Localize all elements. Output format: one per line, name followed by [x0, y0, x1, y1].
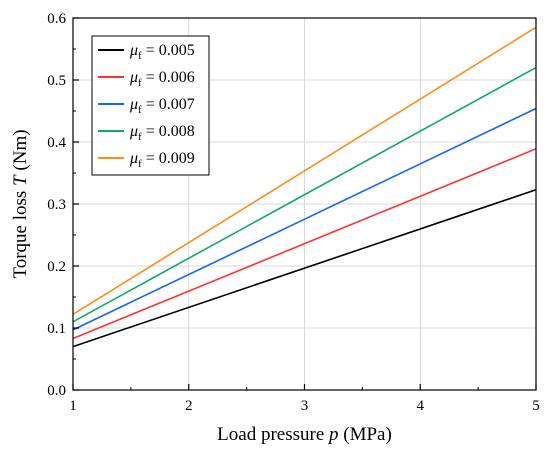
- y-tick-label: 0.0: [47, 383, 66, 399]
- legend-label-2: μf = 0.006: [129, 69, 195, 89]
- legend-value: = 0.009: [142, 150, 195, 167]
- y-tick-label: 0.5: [47, 73, 66, 89]
- legend-label-5: μf = 0.009: [129, 150, 195, 170]
- legend-subscript: f: [138, 104, 142, 116]
- tick-labels: 1 2 3 4 5 0.0 0.1 0.2 0.3 0.4 0.5 0.6: [47, 11, 540, 414]
- legend-subscript: f: [138, 131, 142, 143]
- series-line-4: [72, 66, 537, 323]
- series-line-5: [72, 26, 537, 316]
- axis-ticks: [72, 17, 537, 391]
- x-tick-label: 2: [185, 398, 193, 414]
- legend-box: [91, 35, 210, 176]
- series-line-1: [72, 188, 537, 348]
- series-lines: [72, 26, 537, 348]
- legend-value: = 0.007: [142, 96, 195, 113]
- legend-label-3: μf = 0.007: [129, 96, 195, 116]
- legend-value: = 0.006: [142, 69, 195, 86]
- x-tick-label: 1: [69, 398, 77, 414]
- legend-symbol: μ: [129, 42, 138, 59]
- legend-value: = 0.005: [142, 42, 195, 59]
- legend-subscript: f: [138, 77, 142, 89]
- legend-symbol: μ: [129, 150, 138, 167]
- y-axis-label: Torque loss T (Nm): [10, 129, 31, 278]
- y-tick-label: 0.2: [47, 259, 66, 275]
- y-tick-label: 0.6: [47, 11, 66, 27]
- y-tick-label: 0.4: [47, 135, 66, 151]
- legend-symbol: μ: [129, 69, 138, 86]
- series-line-2: [72, 148, 537, 340]
- x-tick-label: 5: [532, 398, 540, 414]
- y-tick-label: 0.3: [47, 197, 66, 213]
- series-line-3: [72, 107, 537, 331]
- legend-label-4: μf = 0.008: [129, 123, 195, 143]
- x-tick-label: 4: [417, 398, 425, 414]
- legend-subscript: f: [138, 50, 142, 62]
- legend-subscript: f: [138, 158, 142, 170]
- x-axis-label: Load pressure p (MPa): [217, 424, 392, 445]
- legend-symbol: μ: [129, 96, 138, 113]
- y-tick-label: 0.1: [47, 321, 66, 337]
- legend-symbol: μ: [129, 123, 138, 140]
- legend-label-1: μf = 0.005: [129, 42, 195, 62]
- x-tick-label: 3: [301, 398, 309, 414]
- legend-value: = 0.008: [142, 123, 195, 140]
